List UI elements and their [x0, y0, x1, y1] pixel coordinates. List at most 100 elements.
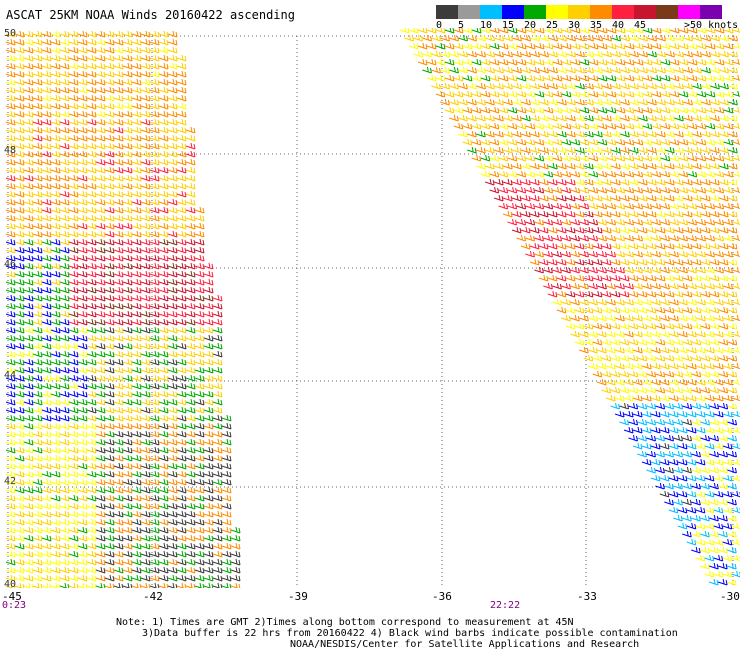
wind-barb [141, 407, 150, 413]
wind-barb [724, 91, 733, 97]
wind-barb [114, 319, 123, 325]
wind-barb [141, 495, 150, 501]
wind-barb [15, 399, 24, 405]
wind-barb [6, 127, 15, 133]
wind-barb [584, 307, 593, 313]
wind-barb [714, 347, 723, 353]
wind-barb [96, 343, 105, 349]
wind-barb [204, 559, 213, 565]
wind-barb [724, 59, 733, 65]
wind-barb [512, 115, 521, 121]
wind-barb [633, 235, 642, 241]
wind-barb [87, 551, 96, 557]
wind-barb [732, 267, 740, 273]
wind-barb [96, 527, 105, 533]
wind-barb [476, 147, 485, 153]
wind-barb [78, 423, 87, 429]
wind-barb [87, 519, 96, 525]
wind-barb [723, 459, 732, 465]
wind-barb [69, 39, 78, 45]
wind-barb [715, 91, 724, 97]
wind-barb [42, 559, 51, 565]
wind-barb [204, 439, 213, 445]
wind-barb [141, 55, 150, 61]
wind-barb [87, 103, 96, 109]
wind-barb [132, 159, 141, 165]
wind-barb [159, 199, 168, 205]
wind-barb [105, 167, 114, 173]
wind-barb [620, 387, 629, 393]
wind-barb [606, 347, 615, 353]
wind-barb [24, 207, 33, 213]
wind-barb [678, 411, 687, 417]
wind-barb [566, 227, 575, 233]
wind-barb [696, 363, 705, 369]
wind-barb [78, 151, 87, 157]
wind-barb [616, 171, 625, 177]
wind-barb [660, 315, 669, 321]
wind-barb [611, 371, 620, 377]
wind-barb [15, 151, 24, 157]
wind-barb [670, 155, 679, 161]
wind-barb [679, 75, 688, 81]
lat-label: 46 [4, 259, 16, 270]
wind-barb [141, 287, 150, 293]
wind-barb [87, 183, 96, 189]
wind-barb [51, 199, 60, 205]
wind-barb [715, 219, 724, 225]
wind-barb [679, 187, 688, 193]
wind-barb [575, 275, 584, 281]
wind-barb [105, 567, 114, 573]
wind-barb [114, 423, 123, 429]
wind-barb [620, 371, 629, 377]
wind-barb [141, 127, 150, 133]
wind-barb [598, 171, 607, 177]
wind-barb [105, 367, 114, 373]
wind-barb [114, 455, 123, 461]
wind-barb [96, 167, 105, 173]
wind-barb [661, 187, 670, 193]
wind-barb [651, 427, 660, 433]
wind-barb [114, 55, 123, 61]
wind-barb [51, 319, 60, 325]
wind-barb [96, 287, 105, 293]
wind-barb [611, 147, 620, 153]
wind-barb [141, 399, 150, 405]
wind-barb [687, 507, 696, 513]
wind-barb [669, 491, 678, 497]
wind-barb [553, 91, 562, 97]
wind-barb [42, 119, 51, 125]
wind-barb [665, 51, 674, 57]
wind-barb [24, 503, 33, 509]
wind-barb [114, 439, 123, 445]
wind-barb [633, 443, 642, 449]
wind-barb [177, 391, 186, 397]
wind-barb [6, 215, 15, 221]
wind-barb [150, 199, 159, 205]
wind-barb [557, 99, 566, 105]
wind-barb [660, 475, 669, 481]
wind-barb [69, 263, 78, 269]
wind-barb [562, 123, 571, 129]
wind-barb [561, 235, 570, 241]
wind-barb [629, 339, 638, 345]
wind-barb [24, 463, 33, 469]
wind-barb [96, 119, 105, 125]
wind-barb [51, 175, 60, 181]
wind-barb [42, 399, 51, 405]
wind-barb [78, 431, 87, 437]
wind-barb [78, 63, 87, 69]
wind-barb [709, 467, 718, 473]
wind-barb [580, 75, 589, 81]
wind-barb [534, 267, 543, 273]
wind-barb [629, 179, 638, 185]
wind-barb [105, 239, 114, 245]
wind-barb [571, 219, 580, 225]
wind-barb [69, 223, 78, 229]
wind-barb [687, 395, 696, 401]
wind-barb [620, 99, 629, 105]
wind-barb [159, 279, 168, 285]
wind-barb [710, 387, 719, 393]
wind-barb [168, 287, 177, 293]
wind-barb [213, 535, 222, 541]
